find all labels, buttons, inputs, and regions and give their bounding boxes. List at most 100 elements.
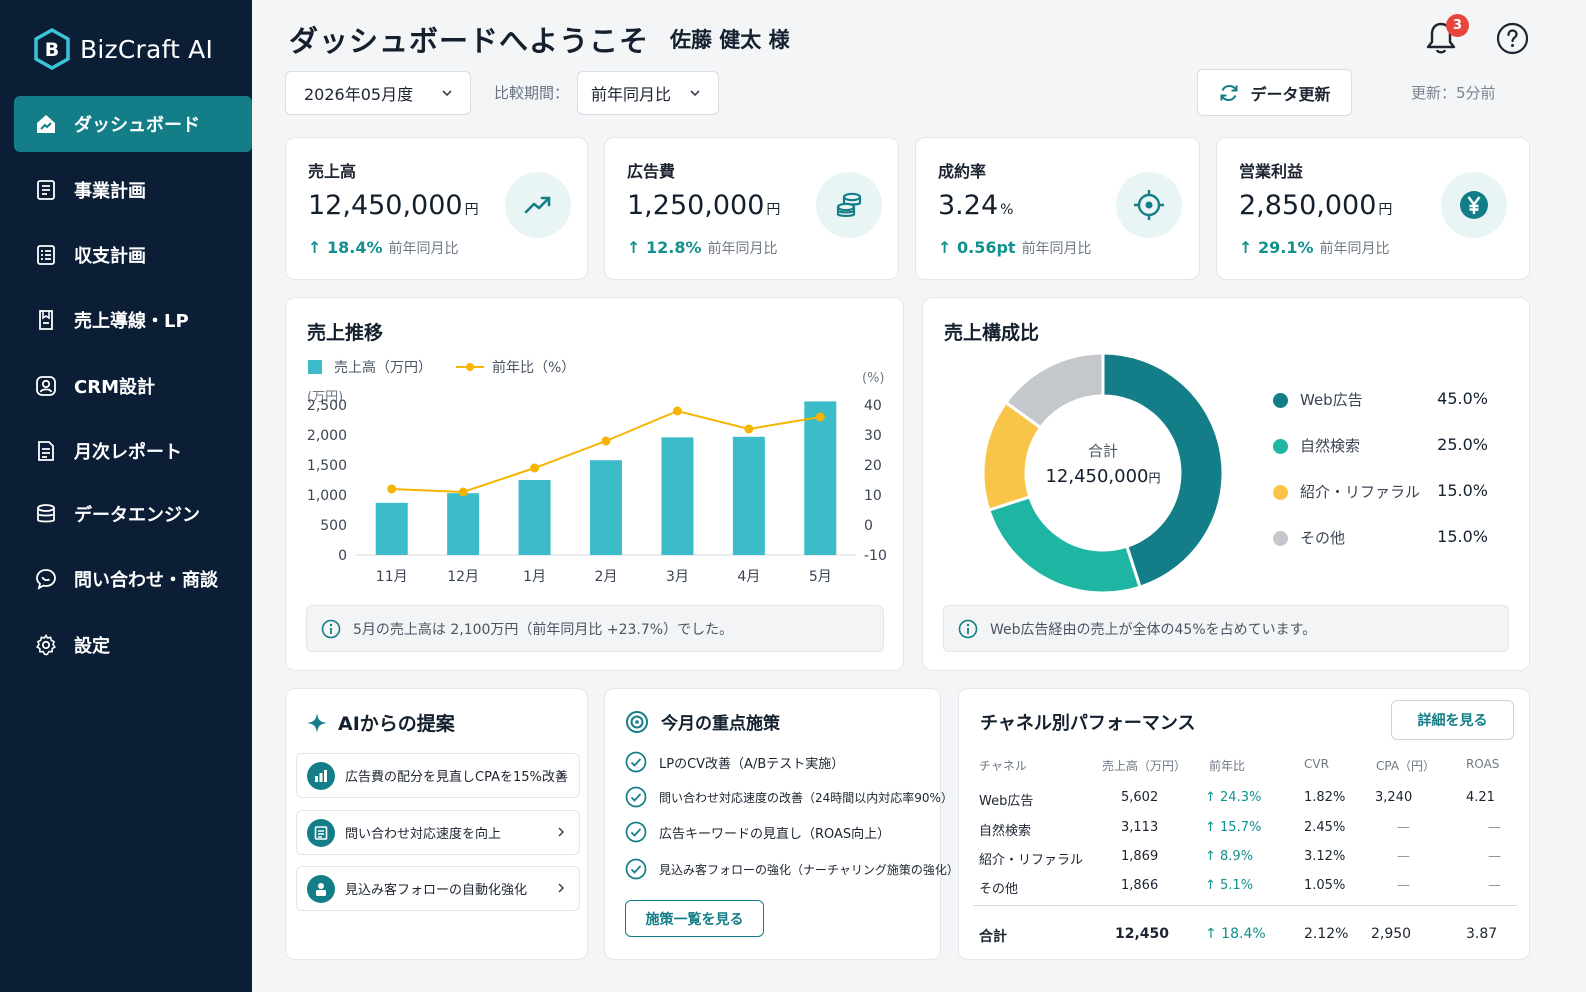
check-circle-icon bbox=[625, 751, 647, 773]
table-cell: 紹介・リファラル bbox=[979, 853, 1084, 868]
chat-icon bbox=[34, 567, 58, 591]
table-cell: 2.45% bbox=[1304, 820, 1346, 835]
bar bbox=[661, 437, 694, 555]
bar bbox=[518, 480, 551, 555]
line-point bbox=[387, 484, 397, 494]
refresh-button[interactable]: データ更新 bbox=[1197, 69, 1352, 116]
page-title: ダッシュボードへようこそ bbox=[289, 24, 650, 58]
focus-measures-card: 今月の重点施策 LPのCV改善（A/Bテスト実施） 問い合わせ対応速度の改善（2… bbox=[604, 688, 959, 960]
bar bbox=[804, 401, 837, 555]
table-total-cell: 2,950 bbox=[1371, 926, 1412, 942]
legend-label: 紹介・リファラル bbox=[1300, 483, 1421, 501]
chevron-down-icon bbox=[442, 90, 452, 97]
sidebar-item-business-plan[interactable]: 事業計画 bbox=[14, 162, 252, 218]
table-cell: 3.12% bbox=[1304, 849, 1346, 864]
y-right-tick-label: 40 bbox=[864, 398, 882, 414]
ai-suggestions-card: AIからの提案 広告費の配分を見直しCPAを15%改善 問い合わせ対応速度を向上… bbox=[285, 688, 588, 960]
kpi-label: 売上高 bbox=[308, 162, 357, 181]
check-circle-icon bbox=[625, 786, 647, 808]
legend-percent: 15.0% bbox=[1437, 481, 1488, 500]
line-point bbox=[744, 424, 754, 434]
channel-title: チャネル別パフォーマンス bbox=[980, 713, 1196, 734]
sidebar-item-inquiry[interactable]: 問い合わせ・商談 bbox=[14, 551, 252, 607]
y-left-tick-label: 2,500 bbox=[307, 398, 347, 414]
legend-label: Web広告 bbox=[1300, 391, 1363, 409]
target-icon bbox=[1116, 172, 1182, 238]
focus-title-row: 今月の重点施策 bbox=[625, 709, 780, 734]
legend-dot bbox=[1273, 439, 1288, 454]
table-cell: — bbox=[1488, 878, 1501, 893]
focus-item: 見込み客フォローの強化（ナーチャリング施策の強化） bbox=[625, 858, 959, 880]
table-cell: ↑ 8.9% bbox=[1205, 849, 1254, 864]
view-details-button[interactable]: 詳細を見る bbox=[1391, 700, 1514, 740]
compare-select[interactable]: 前年同月比 bbox=[577, 71, 719, 115]
database-icon bbox=[34, 502, 58, 526]
legend-label: その他 bbox=[1300, 529, 1346, 547]
kpi-delta: ↑ 0.56pt 前年同月比 bbox=[938, 238, 1092, 257]
chevron-right-icon bbox=[558, 770, 565, 780]
ai-suggestion-item[interactable]: 広告費の配分を見直しCPAを15%改善 bbox=[296, 753, 580, 798]
donut-center-value: 12,450,000円 bbox=[1045, 466, 1161, 487]
legend-line-swatch bbox=[456, 363, 484, 371]
sidebar-item-pl-plan[interactable]: 収支計画 bbox=[14, 227, 252, 283]
kpi-label: 広告費 bbox=[627, 162, 676, 181]
yen-icon bbox=[1441, 172, 1507, 238]
y-right-tick-label: 30 bbox=[864, 428, 882, 444]
sales-trend-info: 5月の売上高は 2,100万円（前年同月比 +23.7%）でした。 bbox=[306, 605, 884, 652]
donut-legend-item: Web広告 45.0% bbox=[1273, 389, 1488, 411]
y-right-tick-label: 20 bbox=[864, 458, 882, 474]
focus-title: 今月の重点施策 bbox=[661, 714, 780, 734]
period-select[interactable]: 2026年05月度 bbox=[285, 71, 471, 115]
sidebar-item-dashboard[interactable]: ダッシュボード bbox=[14, 96, 252, 152]
kpi-value: 3.24% bbox=[938, 190, 1014, 221]
app-logo[interactable]: B BizCraft AI bbox=[33, 28, 213, 70]
bar bbox=[375, 502, 408, 555]
check-circle-icon bbox=[625, 821, 647, 843]
table-total-cell: 3.87 bbox=[1466, 926, 1498, 942]
sidebar-item-settings[interactable]: 設定 bbox=[14, 617, 252, 673]
ai-suggestion-item[interactable]: 問い合わせ対応速度を向上 bbox=[296, 810, 580, 855]
bar bbox=[447, 493, 480, 555]
ai-suggestion-item[interactable]: 見込み客フォローの自動化強化 bbox=[296, 866, 580, 911]
kpi-delta: ↑ 12.8% 前年同月比 bbox=[627, 238, 778, 257]
channel-table: チャネル 売上高（万円） 前年比 CVR CPA（円） ROAS Web広告 5,602 ↑ 2… bbox=[959, 689, 1531, 961]
line-point bbox=[815, 412, 825, 422]
sidebar-item-data-engine[interactable]: データエンジン bbox=[14, 486, 252, 542]
line-point bbox=[530, 463, 540, 473]
sidebar-item-crm[interactable]: CRM設計 bbox=[14, 358, 252, 414]
x-tick-label: 1月 bbox=[523, 569, 546, 585]
line-point bbox=[601, 436, 611, 446]
donut-slice bbox=[1101, 351, 1225, 590]
sidebar-item-sales-funnel[interactable]: 売上導線・LP bbox=[14, 292, 252, 348]
ai-title: AIからの提案 bbox=[338, 713, 455, 735]
table-cell: ↑ 15.7% bbox=[1205, 820, 1262, 835]
check-circle-icon bbox=[625, 858, 647, 880]
chevron-down-icon bbox=[690, 90, 700, 97]
y-right-tick-label: 10 bbox=[864, 488, 882, 504]
table-header-cell: CPA（円） bbox=[1376, 759, 1436, 773]
table-header-cell: ROAS bbox=[1466, 757, 1500, 771]
svg-text:B: B bbox=[45, 39, 59, 61]
legend-label: 自然検索 bbox=[1300, 437, 1361, 455]
help-icon[interactable] bbox=[1496, 22, 1529, 55]
list-icon bbox=[34, 243, 58, 267]
table-total-cell: ↑ 18.4% bbox=[1205, 926, 1266, 942]
sidebar-item-label: 収支計画 bbox=[74, 246, 146, 267]
donut-center-label: 合計 bbox=[1087, 442, 1118, 460]
table-divider bbox=[973, 905, 1517, 906]
x-tick-label: 4月 bbox=[737, 569, 760, 585]
clipboard-icon bbox=[34, 178, 58, 202]
sidebar-item-label: CRM設計 bbox=[74, 377, 155, 398]
legend-bar: 売上高（万円） bbox=[308, 357, 432, 377]
table-cell: 3,240 bbox=[1375, 790, 1413, 805]
sidebar-item-monthly-report[interactable]: 月次レポート bbox=[14, 423, 252, 479]
donut-slice bbox=[1003, 351, 1105, 430]
table-header-cell: 売上高（万円） bbox=[1102, 759, 1187, 773]
document-icon bbox=[34, 308, 58, 332]
sales-trend-chart: 0 500 1,000 1,500 2,000 2,500 -10 0 10 20 30 40 11月 1… bbox=[307, 398, 887, 585]
home-chart-icon bbox=[34, 112, 58, 136]
report-icon bbox=[34, 439, 58, 463]
table-cell: ↑ 24.3% bbox=[1205, 790, 1262, 805]
view-measures-button[interactable]: 施策一覧を見る bbox=[625, 900, 764, 937]
table-total-cell: 12,450 bbox=[1115, 926, 1170, 942]
